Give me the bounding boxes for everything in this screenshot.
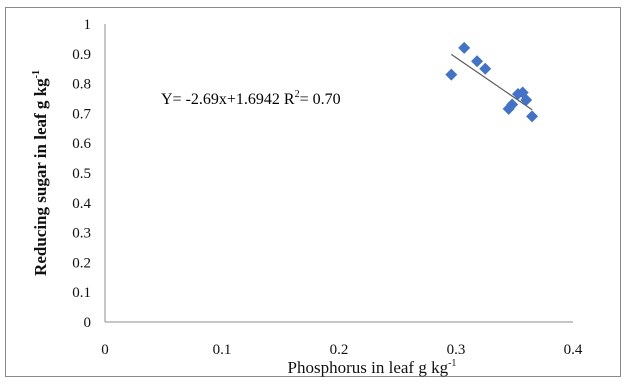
y-tick-label: 0	[84, 315, 92, 331]
y-axis-title: Reducing sugar in leaf g kg-1	[31, 70, 50, 276]
data-point	[458, 41, 471, 54]
y-tick-label: 0.1	[72, 285, 91, 301]
scatter-plot: Reducing sugar in leaf g kg-1 00.10.20.3…	[31, 17, 583, 377]
y-axis-title-sup: -1	[31, 70, 42, 78]
x-axis-title-sup: -1	[448, 358, 456, 369]
data-point	[520, 93, 533, 106]
regression-equation-sup: 2	[295, 89, 300, 100]
y-tick-label: 0.4	[72, 196, 91, 212]
regression-equation: Y= -2.69x+1.6942 R2= 0.70	[161, 89, 341, 108]
y-tick-label: 0.9	[72, 47, 91, 63]
data-point	[506, 98, 519, 111]
y-tick-label: 0.5	[72, 166, 91, 182]
data-point	[502, 102, 515, 115]
data-point	[445, 68, 458, 81]
data-point	[526, 110, 539, 123]
x-tick-label: 0.2	[330, 342, 349, 358]
regression-equation-text: Y= -2.69x+1.6942 R	[161, 91, 295, 108]
x-tick-label: 0.3	[447, 342, 466, 358]
data-point	[479, 62, 492, 75]
x-axis-title: Phosphorus in leaf g kg-1	[288, 358, 457, 377]
plot-area: 0 0.1 0.2 0.3 0.4 0.5 0.6 0.7 0.8 0.9 1 0 0.1 0.2 0.3 0…	[72, 17, 583, 358]
x-axis-title-text: Phosphorus in leaf g kg	[288, 358, 449, 377]
y-tick-label: 0.3	[72, 226, 91, 242]
y-tick-label: 0.7	[72, 106, 91, 122]
regression-equation-tail: = 0.70	[300, 91, 341, 108]
y-tick-label: 0.8	[72, 77, 91, 93]
data-point	[471, 55, 484, 68]
chart-frame: Reducing sugar in leaf g kg-1 0 0.1 0.2 0.3…	[5, 7, 621, 377]
x-tick-label: 0.1	[213, 342, 232, 358]
trendline	[450, 53, 533, 111]
y-axis-title-text: Reducing sugar in leaf g kg	[31, 78, 50, 276]
y-tick-label: 1	[84, 17, 92, 33]
y-tick-label: 0.6	[72, 136, 91, 152]
x-tick-label: 0	[101, 342, 109, 358]
x-tick-label: 0.4	[564, 342, 583, 358]
y-tick-label: 0.2	[72, 255, 91, 271]
y-axis-title-group: Reducing sugar in leaf g kg-1	[31, 70, 50, 276]
